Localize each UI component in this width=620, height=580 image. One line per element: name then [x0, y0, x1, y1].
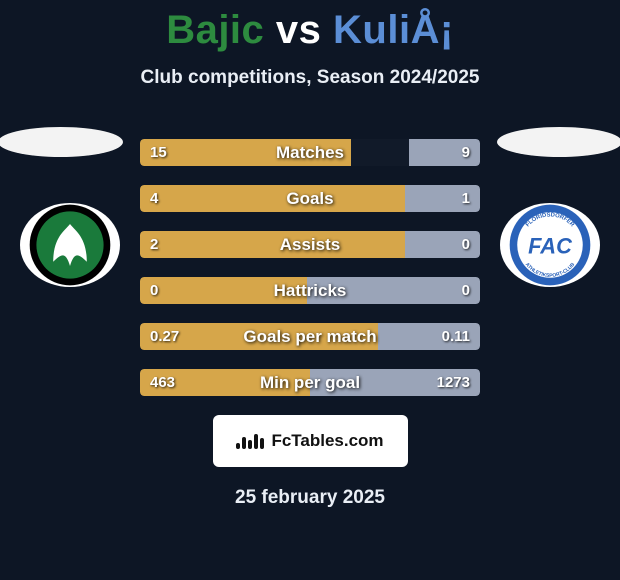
brand-link[interactable]: FcTables.com — [213, 415, 408, 467]
stat-row: 159Matches — [140, 139, 480, 166]
stat-row: 0.270.11Goals per match — [140, 323, 480, 350]
stat-bar-right: 1273 — [310, 369, 480, 396]
player-right-name-pill — [497, 127, 620, 157]
title-right: KuliÅ¡ — [333, 8, 454, 52]
stat-bar-left: 0 — [140, 277, 307, 304]
comparison-stage: FLORIDSDORFER ATHLETIKSPORT-CLUB FAC 15 9… — [0, 127, 620, 509]
title-vs: vs — [276, 8, 322, 52]
stat-value-right: 0 — [462, 282, 470, 299]
comparison-title: Bajic vs KuliÅ¡ — [0, 0, 620, 53]
stat-row: 00Hattricks — [140, 277, 480, 304]
title-left: Bajic — [166, 8, 264, 52]
stat-bar-left: 4 — [140, 185, 405, 212]
stat-bar-left: 15 — [140, 139, 351, 166]
stat-bar-left: 463 — [140, 369, 310, 396]
stat-bar-right: 9 — [409, 139, 480, 166]
stat-bars: 159Matches41Goals20Assists00Hattricks0.2… — [140, 127, 480, 396]
brand-logo-icon — [236, 434, 264, 449]
stat-value-right: 1273 — [437, 374, 470, 391]
stat-value-left: 0.27 — [150, 328, 179, 345]
stat-bar-right: 0 — [405, 231, 480, 258]
stat-bar-right: 0.11 — [378, 323, 480, 350]
stat-value-right: 0.11 — [442, 328, 470, 345]
club-badge-left — [20, 203, 120, 287]
svg-text:FAC: FAC — [528, 233, 573, 258]
stat-bar-right: 1 — [405, 185, 480, 212]
competition-subtitle: Club competitions, Season 2024/2025 — [0, 67, 620, 89]
club-badge-right: FLORIDSDORFER ATHLETIKSPORT-CLUB FAC — [500, 203, 600, 287]
stat-value-right: 9 — [462, 144, 470, 161]
club-badge-left-svg — [20, 203, 120, 287]
stat-value-left: 2 — [150, 236, 158, 253]
stat-row: 20Assists — [140, 231, 480, 258]
stat-value-left: 0 — [150, 282, 158, 299]
generated-date: 25 february 2025 — [0, 487, 620, 509]
stat-bar-right: 0 — [307, 277, 480, 304]
stat-value-left: 463 — [150, 374, 175, 391]
stat-value-right: 0 — [462, 236, 470, 253]
player-left-name-pill — [0, 127, 123, 157]
stat-bar-left: 2 — [140, 231, 405, 258]
stat-bar-left: 0.27 — [140, 323, 378, 350]
stat-value-right: 1 — [462, 190, 470, 207]
stat-row: 4631273Min per goal — [140, 369, 480, 396]
stat-row: 41Goals — [140, 185, 480, 212]
club-badge-right-svg: FLORIDSDORFER ATHLETIKSPORT-CLUB FAC — [500, 203, 600, 287]
brand-text: FcTables.com — [271, 431, 383, 451]
stat-value-left: 15 — [150, 144, 167, 161]
stat-value-left: 4 — [150, 190, 158, 207]
